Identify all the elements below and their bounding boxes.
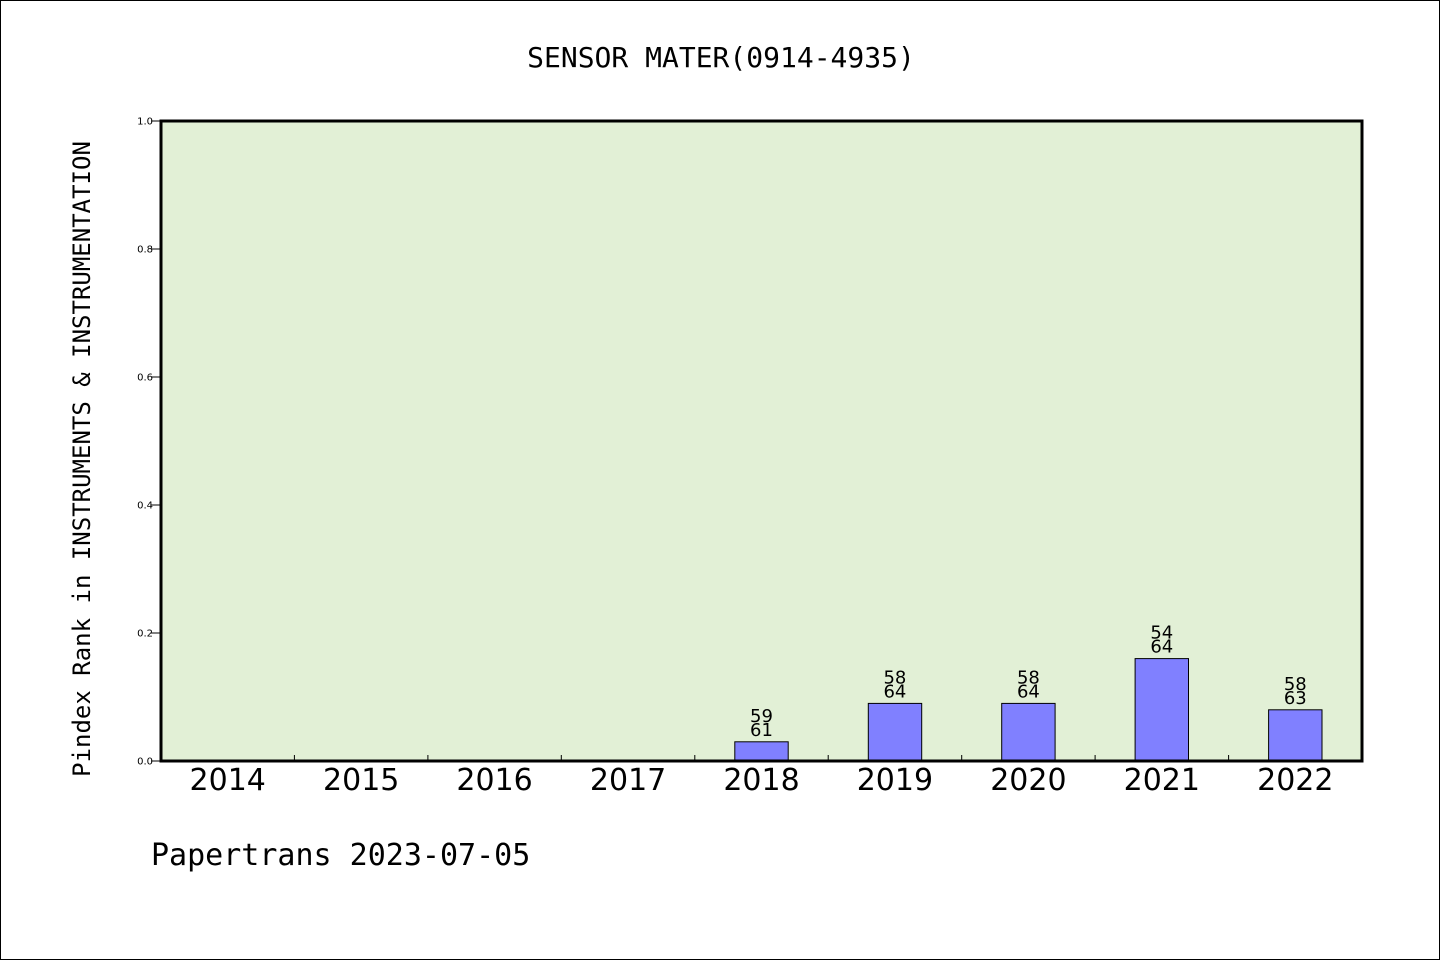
x-ticks-layer: 2014 2015 2016 2017 2018 2019 2020 2021 2022 [190, 755, 1333, 798]
y-tick-label: 0.4 [137, 501, 153, 512]
y-tick-label: 0.6 [137, 373, 153, 384]
bar-2020 [1001, 702, 1056, 762]
x-tick-label-2019: 2019 [857, 763, 933, 798]
y-tick-label: 0.8 [137, 245, 153, 256]
bar-total-label-2018: 61 [750, 720, 773, 741]
plot-border [159, 119, 1364, 763]
x-tick-label-2017: 2017 [590, 763, 666, 798]
x-tick-label-2018: 2018 [723, 763, 799, 798]
x-tick-label-2022: 2022 [1257, 763, 1333, 798]
bar-rank-label-2021: 54 [1150, 623, 1173, 644]
plot-area [161, 121, 1362, 761]
bar-rank-label-2019: 58 [883, 667, 906, 688]
y-tick-label: 0.0 [137, 757, 153, 768]
x-tick-label-2021: 2021 [1124, 763, 1200, 798]
bar-total-label-2020: 64 [1017, 681, 1040, 702]
x-tick-label-2020: 2020 [990, 763, 1066, 798]
y-axis-label: Pindex Rank in INSTRUMENTS & INSTRUMENTA… [68, 141, 96, 777]
bar-total-label-2021: 64 [1150, 637, 1173, 658]
x-tick-label-2015: 2015 [323, 763, 399, 798]
bar-2022 [1268, 709, 1323, 762]
y-ticks-layer: 0.0 0.2 0.4 0.6 0.8 1.0 [137, 117, 161, 768]
bar-total-label-2022: 63 [1284, 688, 1307, 709]
chart-title: SENSOR MATER(0914-4935) [527, 41, 915, 74]
bar-total-label-2019: 64 [883, 681, 906, 702]
y-tick-label: 0.2 [137, 629, 153, 640]
x-tick-label-2014: 2014 [190, 763, 266, 798]
bar-2018 [734, 741, 789, 762]
bar-rank-label-2018: 59 [750, 706, 773, 727]
bar-rank-label-2020: 58 [1017, 667, 1040, 688]
bar-rank-label-2022: 58 [1284, 674, 1307, 695]
y-tick-label: 1.0 [137, 117, 153, 128]
bar-2021 [1134, 658, 1189, 762]
x-tick-label-2016: 2016 [456, 763, 532, 798]
bar-2019 [867, 702, 923, 762]
footer-stamp: Papertrans 2023-07-05 [151, 838, 530, 873]
